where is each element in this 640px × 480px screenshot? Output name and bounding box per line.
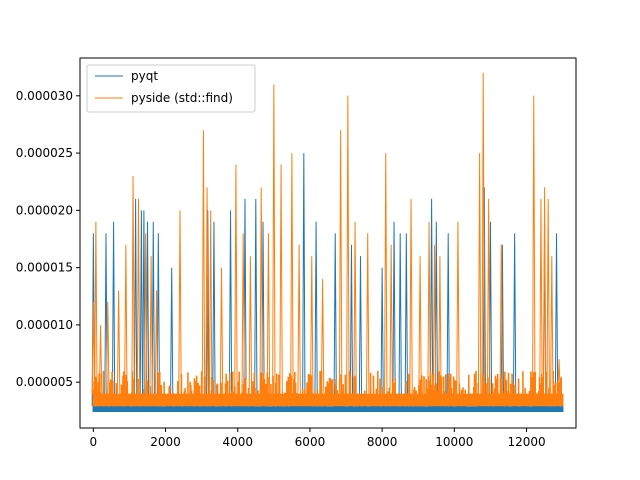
x-tick-label-6: 12000	[507, 435, 545, 449]
series-0-spike-25	[429, 198, 434, 407]
series-1-spike-33	[409, 198, 413, 394]
series-1-spike-3	[106, 301, 110, 394]
series-1-spike-31	[384, 153, 388, 394]
series-1-spike-12	[201, 130, 206, 394]
series-1-spike-1	[94, 221, 98, 394]
series-1-spike-45	[542, 187, 547, 394]
series-1-spike-30	[366, 233, 370, 394]
y-axis: 0.000005 0.000010 0.000015 0.000020 0.000025…	[16, 89, 80, 389]
series-0-spike-10	[206, 210, 210, 407]
series-1-spike-8	[144, 233, 148, 394]
series-1-spike-29	[353, 221, 357, 394]
series-0-spike-9	[169, 267, 174, 407]
x-tick-label-1: 2000	[150, 435, 181, 449]
series-1-spike-17	[241, 233, 245, 394]
series-1-spike-21	[272, 84, 276, 394]
series-0-spike-24	[404, 233, 409, 407]
y-tick-label-1: 0.000010	[16, 318, 73, 332]
series-1-spike-46	[546, 198, 550, 394]
series-0-spike-11	[212, 221, 216, 407]
series-1-spike-34	[418, 256, 422, 394]
series-0-spike-31	[512, 233, 517, 407]
series-1-spike-15	[219, 267, 224, 394]
series-1-spike-39	[477, 153, 482, 394]
series-1-spike-18	[248, 256, 253, 394]
series-1-spike-32	[389, 244, 393, 394]
series-1-spike-35	[427, 221, 431, 394]
series-0-spike-4	[139, 210, 144, 407]
series-1-spike-24	[297, 244, 301, 394]
series-0-spike-33	[554, 233, 559, 407]
series-1-spike-6	[131, 175, 135, 394]
series-0-spike-28	[482, 187, 487, 407]
series-1-spike-9	[149, 256, 153, 394]
series-1-spike-38	[456, 221, 460, 394]
series-1-spike-16	[234, 164, 238, 394]
legend-label-pyqt: pyqt	[131, 69, 158, 83]
y-tick-label-2: 0.000015	[16, 261, 73, 275]
series-1-spike-37	[438, 256, 442, 394]
series-0-spike-17	[314, 221, 318, 407]
series-1-spike-22	[279, 164, 283, 394]
series-1-spike-20	[266, 233, 271, 394]
legend-label-pyside: pyside (std::find)	[131, 91, 233, 105]
series-1-spike-42	[499, 244, 503, 394]
y-tick-label-3: 0.000020	[16, 203, 73, 217]
series-1-spike-44	[539, 198, 543, 394]
series-1-spike-27	[338, 130, 343, 394]
series-1-spike-11	[178, 210, 182, 394]
x-tick-label-3: 6000	[295, 435, 326, 449]
series-1-spike-2	[98, 324, 103, 394]
series-0-spike-20	[358, 256, 363, 407]
series-0-spike-2	[111, 221, 116, 407]
series-1-spike-19	[259, 187, 263, 394]
y-tick-label-0: 0.000005	[16, 375, 73, 389]
series-1-spike-14	[208, 210, 213, 394]
series-1-spike-43	[532, 95, 536, 394]
series-0-baseline	[92, 399, 564, 412]
legend-box	[86, 64, 256, 113]
series-1-spike-26	[320, 279, 325, 394]
series-0-spike-30	[500, 244, 505, 407]
series-0-spike-12	[228, 210, 233, 407]
series-1-spike-5	[124, 244, 128, 394]
series-0-spike-16	[302, 153, 306, 407]
series-1-spike-13	[205, 187, 209, 394]
y-tick-label-4: 0.000025	[16, 146, 73, 160]
x-axis: 0 2000 4000 6000 8000 10000 12000	[90, 428, 546, 449]
legend: pyqt pyside (std::find)	[86, 64, 256, 113]
series-1-spike-25	[310, 256, 314, 394]
series-0-spike-27	[446, 233, 450, 407]
series-0-spike-7	[151, 221, 155, 407]
series-0-spike-18	[333, 233, 337, 407]
series-1-spike-7	[136, 198, 141, 394]
series-1-spike-40	[481, 72, 485, 394]
series-0-spike-3	[133, 198, 138, 407]
plot-frame	[79, 57, 577, 429]
series-0-spike-23	[398, 233, 402, 407]
series-1-spike-23	[290, 153, 294, 394]
series-1-spike-0	[91, 301, 96, 394]
series-0-spike-21	[380, 267, 384, 407]
series-1-spike-36	[432, 244, 437, 394]
series-layer	[91, 72, 564, 412]
x-tick-label-4: 8000	[367, 435, 398, 449]
series-1-spike-41	[486, 198, 491, 394]
series-1-spike-48	[557, 359, 561, 394]
series-0-spike-22	[392, 221, 396, 407]
y-tick-label-5: 0.000030	[16, 89, 73, 103]
series-0-spike-19	[349, 244, 354, 407]
series-0-spike-14	[254, 198, 258, 407]
series-1-spike-28	[346, 95, 350, 394]
x-tick-label-5: 10000	[435, 435, 473, 449]
series-1	[91, 72, 564, 407]
series-1-spike-4	[116, 290, 121, 394]
x-tick-label-0: 0	[90, 435, 98, 449]
x-tick-label-2: 4000	[222, 435, 253, 449]
series-1-spike-10	[154, 290, 159, 394]
series-1-spike-47	[550, 256, 554, 394]
